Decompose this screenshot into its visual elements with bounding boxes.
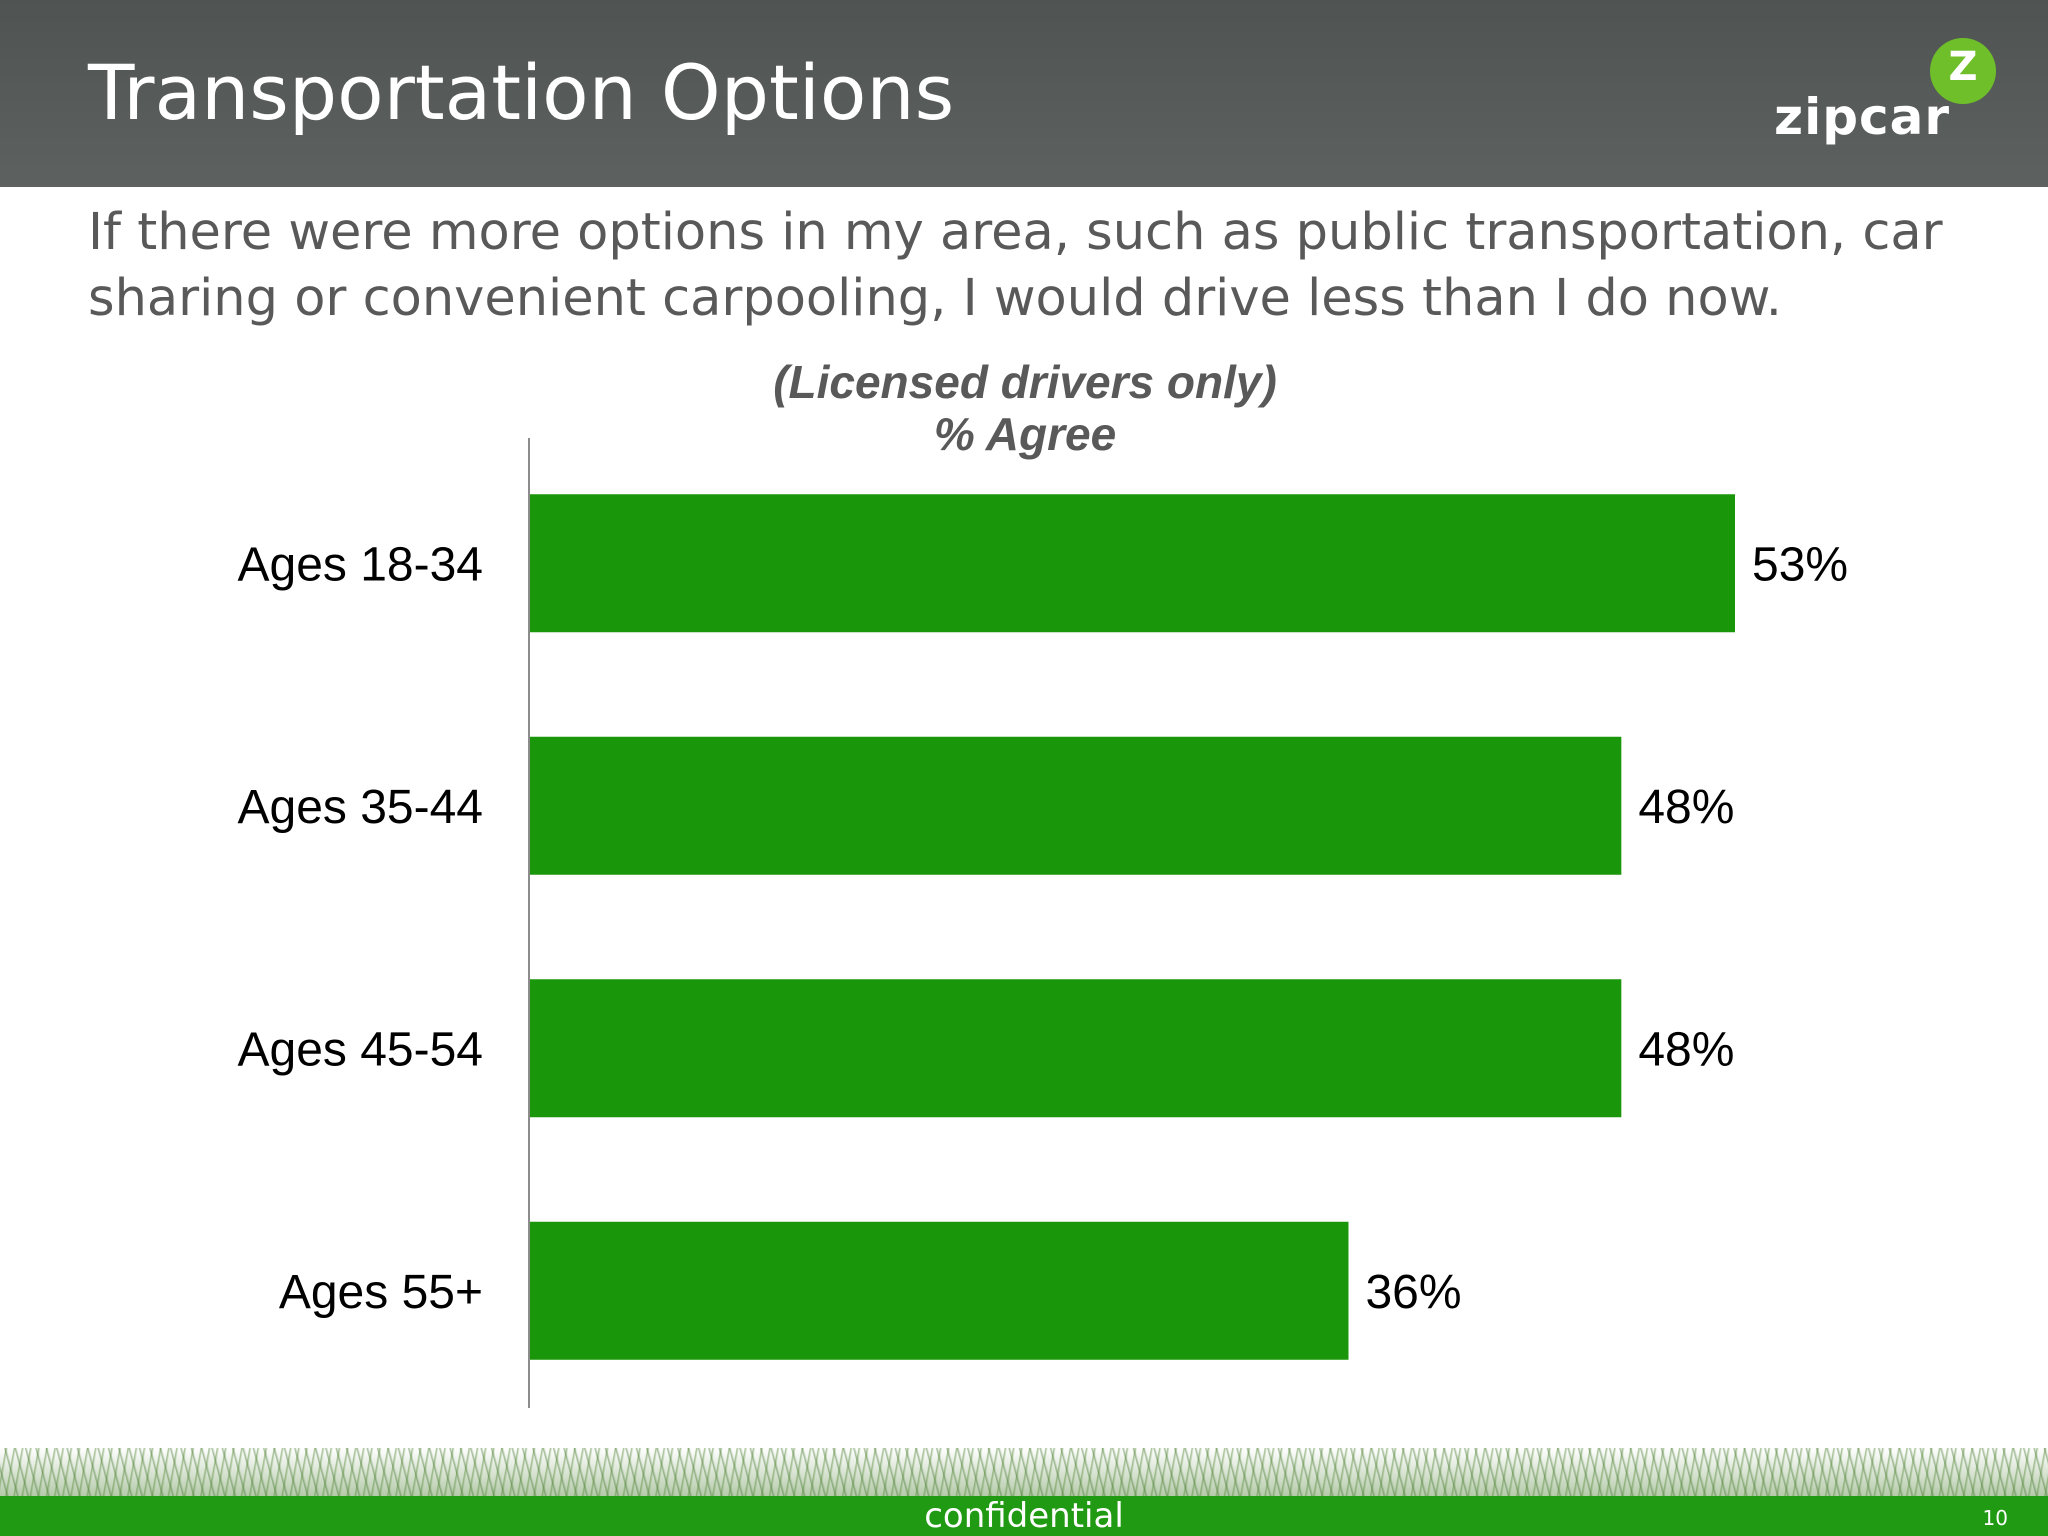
chart-title: (Licensed drivers only) (773, 356, 1277, 408)
slide-subtitle: If there were more options in my area, s… (88, 203, 1943, 328)
category-label-3: Ages 55+ (279, 1266, 483, 1319)
footer-bar (0, 1496, 2048, 1536)
bar-3 (530, 1221, 1349, 1360)
grass-decoration (0, 1448, 2048, 1500)
value-label-1: 48% (1638, 781, 1734, 834)
category-label-1: Ages 35-44 (237, 781, 483, 834)
category-label-0: Ages 18-34 (237, 538, 483, 591)
chart-subtitle: % Agree (933, 408, 1117, 460)
value-label-2: 48% (1638, 1023, 1734, 1076)
value-label-0: 53% (1752, 538, 1848, 591)
bar-2 (530, 979, 1622, 1118)
chart-title-block: (Licensed drivers only) % Agree (640, 356, 1410, 460)
logo-mark: Z (1948, 44, 1978, 90)
zipcar-logo-icon: Z (1930, 38, 1996, 104)
footer-confidential: confidential (924, 1496, 1124, 1536)
bar-0 (530, 494, 1735, 633)
bar-1 (530, 736, 1622, 875)
page-number: 10 (1982, 1506, 2008, 1530)
header-bar: Transportation Options Z zipcar (0, 0, 2048, 187)
category-label-2: Ages 45-54 (237, 1023, 483, 1076)
value-label-3: 36% (1365, 1266, 1461, 1319)
logo-text: zipcar (1774, 88, 1951, 146)
slide-title: Transportation Options (88, 48, 955, 137)
